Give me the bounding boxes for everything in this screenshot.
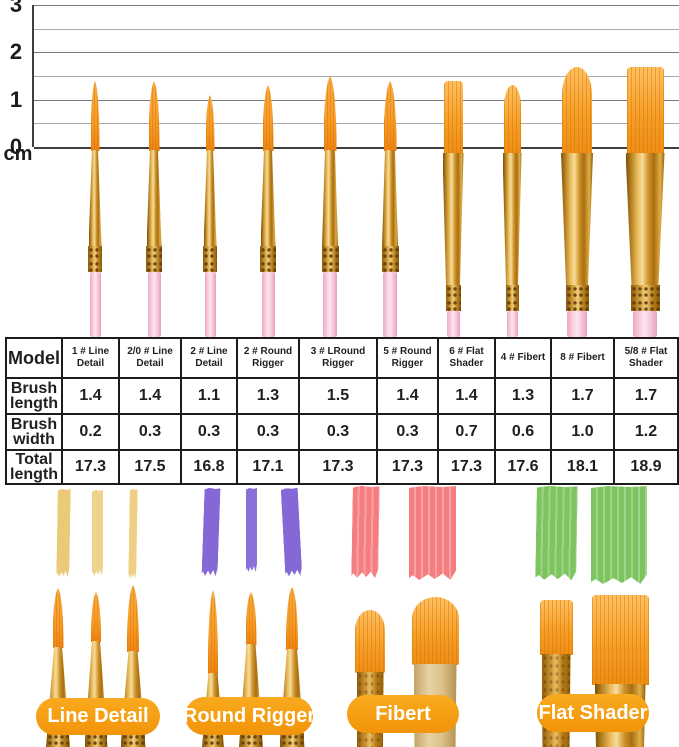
spec-value-cell: 0.2 bbox=[61, 413, 120, 451]
spec-model-header: 5/8 # Flat Shader bbox=[613, 337, 679, 379]
ruler-unit-label: cm bbox=[3, 143, 33, 165]
spec-model-header: 1 # Line Detail bbox=[61, 337, 120, 379]
ruler-gridline bbox=[34, 100, 679, 101]
paint-stroke-yellow bbox=[92, 490, 103, 576]
brush-crimp bbox=[121, 733, 145, 747]
spec-model-header: 2/0 # Line Detail bbox=[118, 337, 182, 379]
brush-crimp bbox=[85, 733, 107, 747]
spec-value-cell: 0.3 bbox=[118, 413, 182, 451]
ruler-gridline bbox=[34, 147, 679, 149]
brush-bristle bbox=[208, 590, 218, 674]
spec-value-cell: 0.3 bbox=[376, 413, 439, 451]
group-label-fibert: Fibert bbox=[347, 695, 459, 733]
group-label-line-detail: Line Detail bbox=[36, 698, 160, 735]
spec-model-header: 2 # Round Rigger bbox=[236, 337, 300, 379]
spec-model-header: 3 # LRound Rigger bbox=[298, 337, 378, 379]
spec-value-cell: 17.5 bbox=[118, 448, 182, 486]
spec-value-cell: 0.6 bbox=[494, 413, 552, 451]
spec-model-header: 2 # Line Detail bbox=[180, 337, 238, 379]
spec-value-cell: 1.4 bbox=[61, 377, 120, 415]
spec-value-cell: 17.1 bbox=[236, 448, 300, 486]
brush-bristle bbox=[127, 585, 139, 652]
ruler-plot-area bbox=[32, 5, 679, 149]
group-label-round-rigger: Round Rigger bbox=[183, 697, 315, 735]
spec-value-cell: 1.3 bbox=[236, 377, 300, 415]
group-label-flat-shader: Flat Shader bbox=[537, 694, 649, 732]
brush-bristle bbox=[245, 592, 257, 645]
spec-value-cell: 18.9 bbox=[613, 448, 679, 486]
spec-value-cell: 1.4 bbox=[437, 377, 496, 415]
spec-model-header: 4 # Fibert bbox=[494, 337, 552, 379]
spec-value-cell: 17.6 bbox=[494, 448, 552, 486]
spec-value-cell: 1.7 bbox=[550, 377, 615, 415]
spec-value-cell: 0.7 bbox=[437, 413, 496, 451]
spec-value-cell: 17.3 bbox=[437, 448, 496, 486]
ruler-gridline bbox=[34, 29, 679, 30]
ruler-tick-3: 3 bbox=[9, 0, 23, 17]
paint-stroke-green bbox=[591, 486, 647, 584]
ruler-tick-1: 1 bbox=[9, 87, 23, 112]
ruler-gridline bbox=[34, 76, 679, 77]
spec-row-header: Total length bbox=[5, 448, 63, 486]
spec-model-row: Model 1 # Line Detail 2/0 # Line Detail 2 #… bbox=[5, 337, 679, 379]
spec-model-header: 8 # Fibert bbox=[550, 337, 615, 379]
spec-value-cell: 1.1 bbox=[180, 377, 238, 415]
spec-model-header: 6 # Flat Shader bbox=[437, 337, 496, 379]
brush-bristle bbox=[591, 595, 649, 685]
spec-value-cell: 1.4 bbox=[376, 377, 439, 415]
brush-crimp bbox=[47, 733, 69, 747]
spec-value-cell: 1.4 bbox=[118, 377, 182, 415]
spec-value-cell: 0.3 bbox=[236, 413, 300, 451]
spec-value-cell: 18.1 bbox=[550, 448, 615, 486]
ruler-tick-2: 2 bbox=[9, 39, 23, 64]
spec-value-cell: 0.3 bbox=[298, 413, 378, 451]
spec-table: Model 1 # Line Detail 2/0 # Line Detail 2 #… bbox=[5, 337, 679, 486]
paint-stroke-red bbox=[409, 486, 456, 580]
brush-crimp bbox=[240, 733, 262, 747]
ruler-tick-0: 0 bbox=[9, 134, 23, 159]
spec-value-cell: 17.3 bbox=[376, 448, 439, 486]
brush-bristle bbox=[411, 597, 459, 665]
brush-bristle bbox=[286, 587, 298, 650]
spec-value-cell: 16.8 bbox=[180, 448, 238, 486]
ruler-gridline bbox=[34, 52, 679, 53]
brush-bristle bbox=[91, 592, 101, 642]
spec-total-length-row: Total length 17.3 17.5 16.8 17.1 17.3 17.3 17.3… bbox=[5, 448, 679, 486]
spec-brush-width-row: Brush width 0.2 0.3 0.3 0.3 0.3 0.3 0.7 0.6 1.0 1.… bbox=[5, 413, 679, 451]
spec-value-cell: 17.3 bbox=[298, 448, 378, 486]
spec-value-cell: 1.3 bbox=[494, 377, 552, 415]
spec-value-cell: 1.7 bbox=[613, 377, 679, 415]
brush-bristle bbox=[52, 588, 64, 648]
brush-crimp bbox=[280, 733, 304, 747]
brush-crimp bbox=[203, 733, 223, 747]
spec-row-header: Model bbox=[5, 337, 63, 379]
ruler-gridline bbox=[34, 5, 679, 6]
spec-value-cell: 17.3 bbox=[61, 448, 120, 486]
spec-row-header: Brush length bbox=[5, 377, 63, 415]
spec-value-cell: 1.2 bbox=[613, 413, 679, 451]
spec-row-header: Brush width bbox=[5, 413, 63, 451]
spec-value-cell: 1.5 bbox=[298, 377, 378, 415]
spec-value-cell: 1.0 bbox=[550, 413, 615, 451]
spec-value-cell: 0.3 bbox=[180, 413, 238, 451]
brush-bristle bbox=[539, 600, 573, 655]
brush-bristle bbox=[355, 610, 385, 673]
ruler-gridline bbox=[34, 123, 679, 124]
spec-model-header: 5 # Round Rigger bbox=[376, 337, 439, 379]
paint-stroke-purple bbox=[246, 488, 257, 572]
spec-brush-length-row: Brush length 1.4 1.4 1.1 1.3 1.5 1.4 1.4 1.3 1.7 1… bbox=[5, 377, 679, 415]
